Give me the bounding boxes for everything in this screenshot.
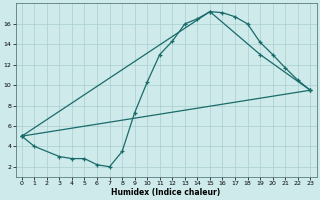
X-axis label: Humidex (Indice chaleur): Humidex (Indice chaleur) (111, 188, 221, 197)
